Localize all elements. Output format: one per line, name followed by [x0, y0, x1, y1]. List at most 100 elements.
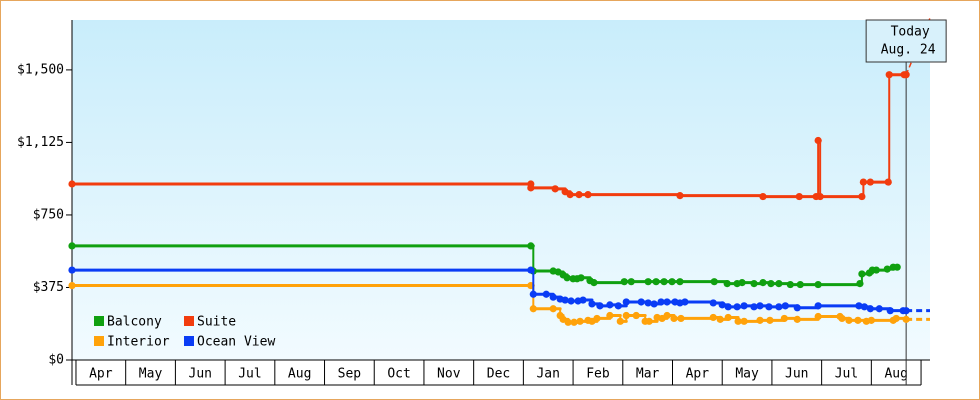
x-tick-label: May: [139, 367, 163, 382]
x-tick-label: Sep: [338, 367, 362, 382]
price-point: [766, 316, 774, 324]
x-tick-label: Dec: [487, 367, 510, 382]
price-point: [68, 180, 76, 188]
x-tick-label: Nov: [437, 367, 461, 382]
y-tick-label: $1,125: [17, 135, 64, 150]
price-point: [529, 305, 537, 313]
price-point: [814, 302, 822, 310]
price-point: [657, 298, 665, 306]
legend-swatch: [94, 316, 104, 326]
price-point: [710, 278, 718, 286]
price-point: [677, 314, 685, 323]
price-point: [724, 303, 732, 311]
price-point: [644, 299, 652, 307]
price-point: [652, 278, 660, 286]
price-point: [716, 315, 724, 323]
price-point: [845, 316, 853, 324]
x-tick-label: May: [735, 367, 759, 382]
price-point: [740, 317, 748, 325]
price-point: [627, 278, 635, 286]
price-point: [709, 313, 717, 322]
price-point: [759, 279, 767, 287]
price-point: [576, 317, 584, 325]
price-point: [866, 305, 874, 313]
x-tick-label: Mar: [636, 367, 660, 382]
price-point: [854, 316, 862, 324]
price-point: [68, 266, 76, 274]
x-tick-label: Apr: [686, 367, 710, 382]
price-point: [816, 192, 824, 201]
price-point: [622, 298, 630, 306]
price-point: [561, 296, 569, 304]
price-point: [750, 280, 758, 288]
legend-label: Ocean View: [197, 335, 275, 350]
price-point: [584, 191, 592, 199]
today-date: Aug. 24: [881, 43, 936, 58]
legend-label: Suite: [197, 315, 236, 330]
legend-label: Balcony: [107, 315, 162, 330]
price-point: [750, 303, 758, 311]
x-tick-label: Aug: [884, 367, 907, 382]
price-point: [68, 242, 76, 250]
price-point: [563, 274, 571, 282]
price-point: [670, 314, 678, 323]
price-point: [856, 280, 864, 288]
price-point: [775, 280, 783, 288]
series: [68, 17, 931, 201]
price-point: [564, 318, 572, 326]
price-point: [644, 278, 652, 286]
x-tick-label: Jul: [238, 367, 261, 382]
price-point: [668, 278, 676, 286]
legend-label: Interior: [107, 335, 170, 350]
price-point: [577, 274, 585, 282]
x-tick-label: Jan: [536, 367, 559, 382]
price-point: [637, 298, 645, 306]
price-point: [575, 191, 583, 199]
x-tick-label: Jun: [189, 367, 212, 382]
price-point: [529, 290, 537, 298]
price-point: [527, 266, 535, 274]
price-point: [606, 311, 614, 320]
price-point: [858, 192, 866, 201]
price-point: [663, 298, 671, 306]
price-point: [872, 266, 880, 274]
price-point: [866, 178, 874, 186]
price-point: [765, 303, 773, 311]
price-point: [549, 293, 557, 301]
price-point: [756, 302, 764, 310]
price-point: [723, 280, 731, 288]
series: [68, 281, 930, 326]
price-point: [867, 316, 875, 324]
price-point: [588, 300, 596, 308]
price-point: [549, 305, 557, 313]
x-tick-label: Oct: [387, 367, 410, 382]
price-point: [527, 184, 535, 192]
price-point: [68, 281, 76, 290]
price-point: [883, 265, 891, 273]
price-point: [738, 279, 746, 287]
price-point: [650, 300, 658, 308]
price-point: [567, 297, 575, 305]
today-label: Today: [891, 25, 930, 40]
price-point: [860, 303, 868, 311]
price-point: [596, 302, 604, 310]
price-point: [570, 318, 578, 326]
price-point: [885, 71, 893, 79]
price-point: [645, 317, 653, 325]
price-point: [796, 280, 804, 289]
price-point: [733, 303, 741, 311]
price-point: [566, 191, 574, 199]
price-point: [759, 192, 767, 201]
price-point: [886, 307, 894, 315]
price-point: [838, 314, 846, 323]
price-point: [614, 302, 622, 310]
price-point: [855, 302, 863, 310]
price-point: [767, 280, 775, 288]
price-point: [858, 270, 866, 278]
price-point: [780, 314, 788, 323]
legend-swatch: [94, 336, 104, 346]
price-point: [632, 311, 640, 320]
price-point: [875, 305, 883, 313]
x-tick-label: Jun: [785, 367, 808, 382]
